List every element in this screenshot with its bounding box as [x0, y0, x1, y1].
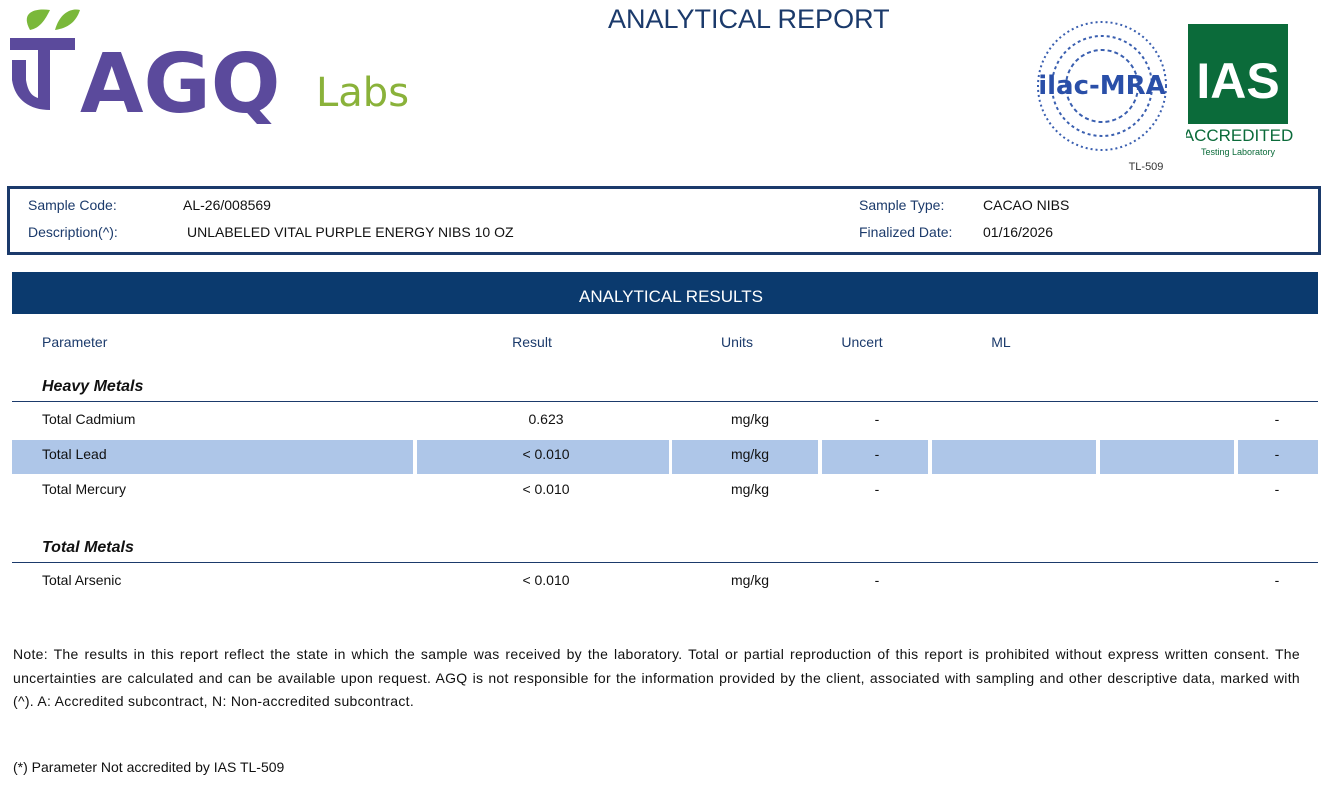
row-highlight: [822, 440, 928, 474]
parameter: Total Arsenic: [42, 572, 122, 588]
field-value: UNLABELED VITAL PURPLE ENERGY NIBS 10 OZ: [187, 224, 514, 240]
row-highlight: [12, 440, 413, 474]
uncert: -: [874, 446, 880, 462]
extra: -: [1274, 572, 1280, 588]
field-label: Description(^):: [28, 224, 118, 240]
units: mg/kg: [730, 411, 770, 427]
column-header: ML: [991, 334, 1011, 350]
units: mg/kg: [730, 446, 770, 462]
parameter: Total Mercury: [42, 481, 127, 497]
ias-name: IAS: [1196, 53, 1279, 109]
field-value: AL-26/008569: [183, 197, 271, 213]
extra: -: [1274, 446, 1280, 462]
row-highlight: [932, 440, 1096, 474]
group-rule: [12, 401, 1318, 402]
extra: -: [1274, 481, 1280, 497]
field-label: Sample Type:: [859, 197, 945, 213]
units: mg/kg: [730, 572, 770, 588]
column-header: Units: [721, 334, 753, 350]
units: mg/kg: [730, 481, 770, 497]
result: < 0.010: [522, 572, 570, 588]
field-label: Finalized Date:: [859, 224, 953, 240]
row-highlight: [672, 440, 818, 474]
results-heading: ANALYTICAL RESULTS: [579, 287, 763, 306]
sample-box: [7, 186, 1321, 255]
note: Note: The results in this report reflect…: [13, 646, 1300, 709]
uncert: -: [874, 572, 880, 588]
column-header: Result: [512, 334, 552, 350]
ilac-name: ilac-MRA: [1038, 71, 1166, 101]
ias-subtitle: Testing Laboratory: [1201, 147, 1276, 157]
agq-logo: AGQ Labs: [10, 9, 409, 130]
parameter: Total Lead: [42, 446, 107, 462]
row-highlight: [417, 440, 669, 474]
column-header: Parameter: [42, 334, 108, 350]
uncert: -: [874, 411, 880, 427]
ilac-code: TL-509: [1129, 161, 1164, 173]
logo-suffix: Labs: [316, 70, 409, 116]
result: < 0.010: [522, 481, 570, 497]
results-bar: [12, 272, 1318, 314]
column-header: Uncert: [841, 334, 883, 350]
row-highlight: [1238, 440, 1318, 474]
logo-mark: AGQ: [80, 37, 280, 130]
field-label: Sample Code:: [28, 197, 117, 213]
field-value: 01/16/2026: [983, 224, 1054, 240]
group-rule: [12, 562, 1318, 563]
report-title: ANALYTICAL REPORT: [608, 4, 890, 34]
row-highlight: [1100, 440, 1234, 474]
result: 0.623: [528, 411, 564, 427]
extra: -: [1274, 411, 1280, 427]
uncert: -: [874, 481, 880, 497]
ias-logo: IAS ACCREDITED Testing Laboratory: [1186, 24, 1293, 157]
group-name: Heavy Metals: [42, 378, 144, 395]
ias-status: ACCREDITED: [1186, 126, 1293, 145]
ilac-logo: ilac-MRA TL-509: [1037, 21, 1167, 173]
group-name: Total Metals: [42, 539, 134, 556]
result: < 0.010: [522, 446, 570, 462]
parameter: Total Cadmium: [42, 411, 136, 427]
footnote: (*) Parameter Not accredited by IAS TL-5…: [13, 759, 285, 775]
field-value: CACAO NIBS: [983, 197, 1070, 213]
